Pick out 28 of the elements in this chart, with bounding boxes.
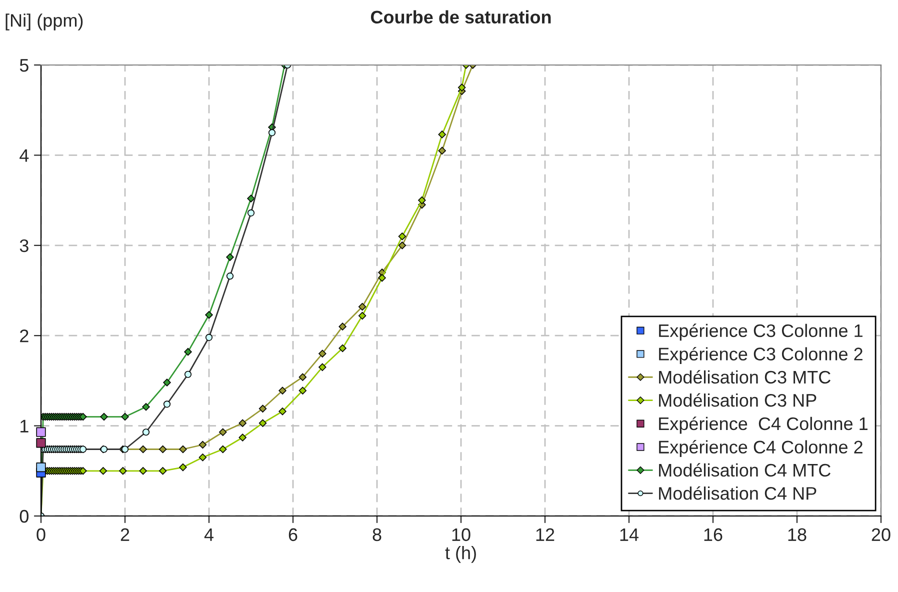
x-tick-label: 12 (536, 528, 554, 541)
legend-label: Expérience C4 Colonne 1 (659, 416, 868, 434)
x-tick-label: 8 (372, 528, 382, 542)
y-tick-label: 0 (20, 510, 28, 523)
legend-label: Expérience C3 Colonne 2 (659, 346, 862, 364)
x-tick-label: 20 (872, 528, 890, 542)
x-tick-label: 10 (452, 528, 470, 542)
y-tick-label: 3 (20, 239, 28, 252)
legend-label: Expérience C3 Colonne 1 (659, 324, 862, 341)
x-tick-label: 6 (288, 528, 298, 542)
x-tick-label: 4 (204, 528, 214, 541)
y-tick-label: 4 (20, 149, 29, 162)
y-tick-label: 2 (20, 330, 28, 342)
legend-label: Modélisation C4 MTC (659, 463, 830, 477)
x-axis-title: t (h) (445, 546, 476, 563)
x-tick-label: 2 (120, 528, 130, 541)
y-tick-label: 5 (20, 59, 28, 72)
x-tick-label: 18 (788, 528, 806, 542)
x-tick-label: 16 (704, 528, 722, 542)
x-tick-label: 0 (36, 528, 46, 542)
legend-label: Modélisation C3 MTC (659, 370, 830, 384)
chart-title: Courbe de saturation (370, 10, 551, 24)
legend-label: Expérience C4 Colonne 2 (659, 440, 862, 458)
legend-label: Modélisation C4 NP (659, 486, 816, 500)
y-tick-label: 1 (20, 420, 28, 432)
x-tick-label: 14 (620, 528, 639, 541)
legend-label: Modélisation C3 NP (659, 393, 816, 407)
y-axis-title: [Ni] (ppm) (6, 14, 83, 30)
